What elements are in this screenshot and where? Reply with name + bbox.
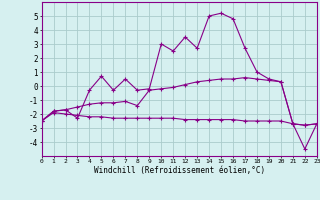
X-axis label: Windchill (Refroidissement éolien,°C): Windchill (Refroidissement éolien,°C) bbox=[94, 166, 265, 175]
